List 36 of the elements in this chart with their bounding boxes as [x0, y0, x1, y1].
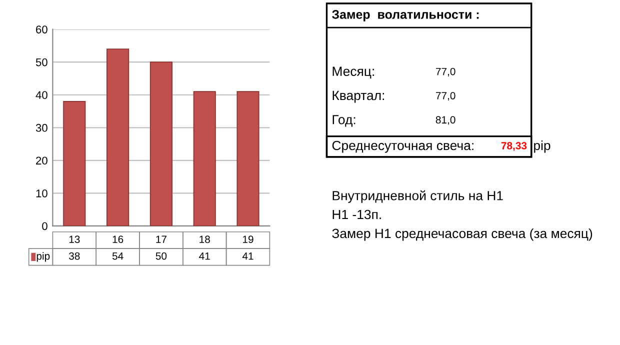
text: pip [534, 140, 550, 153]
data-label: 41 [242, 252, 254, 260]
y-tick-label: 0 [42, 222, 48, 230]
text: Квартал: [332, 90, 384, 103]
text: H1 -13п. [332, 210, 381, 220]
y-tick-label: 60 [36, 26, 48, 34]
text: 78,33 [501, 142, 527, 151]
y-tick-label: 10 [36, 189, 48, 198]
data-label: 50 [156, 252, 167, 260]
y-tick-label: 50 [36, 58, 48, 66]
text: Год: [332, 115, 356, 127]
text: Месяц: [332, 66, 374, 78]
x-tick-label: 17 [156, 236, 166, 243]
data-label: 41 [199, 252, 210, 260]
text: 77,0 [436, 92, 456, 101]
data-label: 38 [69, 252, 80, 260]
legend-label: pip [36, 252, 50, 262]
text: Внутридневной стиль на H1 [332, 190, 503, 203]
text: Замер H1 среднечасовая свеча (за месяц) [332, 228, 592, 241]
x-tick-label: 13 [69, 236, 80, 244]
data-label: 54 [112, 252, 124, 260]
bar [193, 91, 216, 226]
y-tick-label: 30 [36, 124, 48, 132]
text: 81,0 [436, 116, 456, 125]
bar [106, 48, 130, 226]
text: 77,0 [436, 68, 456, 76]
y-tick-label: 20 [36, 156, 48, 165]
bar [150, 62, 172, 226]
x-tick-label: 16 [112, 236, 124, 244]
bar [236, 91, 260, 226]
bar [63, 101, 86, 226]
x-tick-label: 18 [200, 236, 210, 244]
x-tick-label: 19 [243, 236, 254, 244]
text: Среднесуточная свеча: [332, 140, 474, 153]
text: Замер волатильности : [332, 10, 479, 22]
y-tick-label: 40 [36, 91, 48, 100]
